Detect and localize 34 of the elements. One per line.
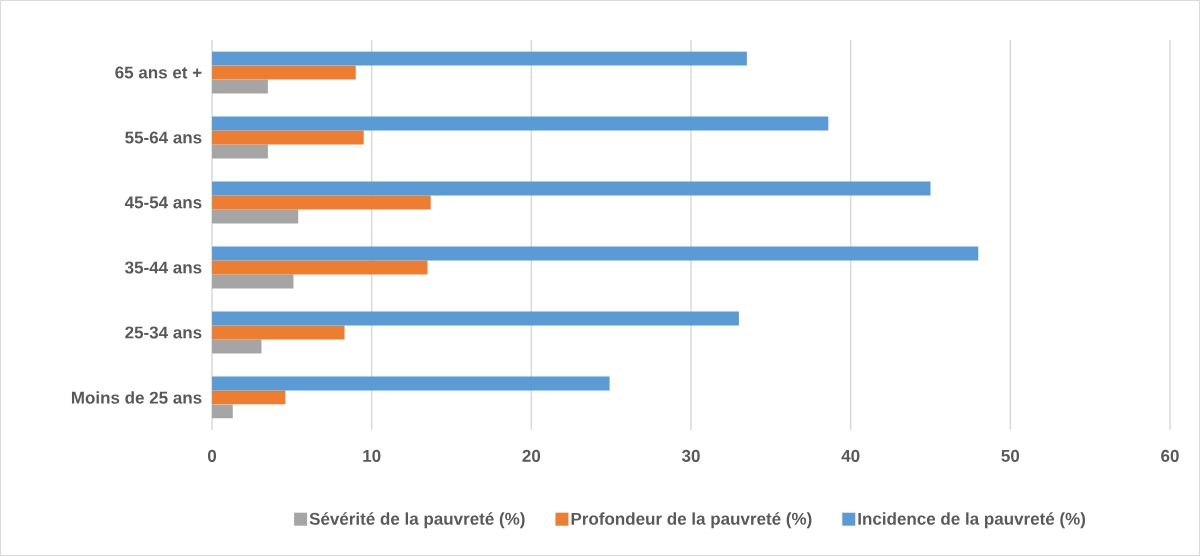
x-tick-label: 0 <box>207 449 217 462</box>
bar <box>212 246 979 261</box>
bar <box>212 311 739 326</box>
y-tick-label: 65 ans et + <box>115 66 202 79</box>
x-tick-label: 20 <box>522 449 541 462</box>
bar <box>212 376 610 391</box>
legend-label: Incidence de la pauvreté (%) <box>858 512 1086 529</box>
bar <box>212 181 931 196</box>
bar <box>212 144 268 159</box>
x-tick-label: 40 <box>841 449 860 462</box>
y-tick-label: Moins de 25 ans <box>71 391 202 404</box>
bar <box>212 209 299 224</box>
x-tick-label: 10 <box>363 449 381 462</box>
bar <box>212 260 428 275</box>
bar <box>212 195 431 210</box>
bar <box>212 404 233 419</box>
legend-label: Profondeur de la pauvreté (%) <box>571 512 812 529</box>
bar <box>212 79 268 94</box>
y-tick-label: 35-44 ans <box>125 261 202 274</box>
x-tick-label: 60 <box>1161 449 1179 462</box>
x-tick-label: 30 <box>681 449 700 462</box>
bar <box>212 65 356 80</box>
y-tick-label: 45-54 ans <box>124 196 202 209</box>
bar <box>212 116 829 131</box>
bar <box>212 274 294 289</box>
bar <box>212 390 286 405</box>
bar <box>212 51 747 66</box>
y-tick-label: 25-34 ans <box>125 326 202 339</box>
bar <box>212 130 364 145</box>
bar <box>212 339 262 354</box>
bar <box>212 325 345 340</box>
legend-label: Sévérité de la pauvreté (%) <box>309 512 525 529</box>
y-tick-label: 55-64 ans <box>125 131 202 144</box>
x-tick-label: 50 <box>1001 449 1020 462</box>
